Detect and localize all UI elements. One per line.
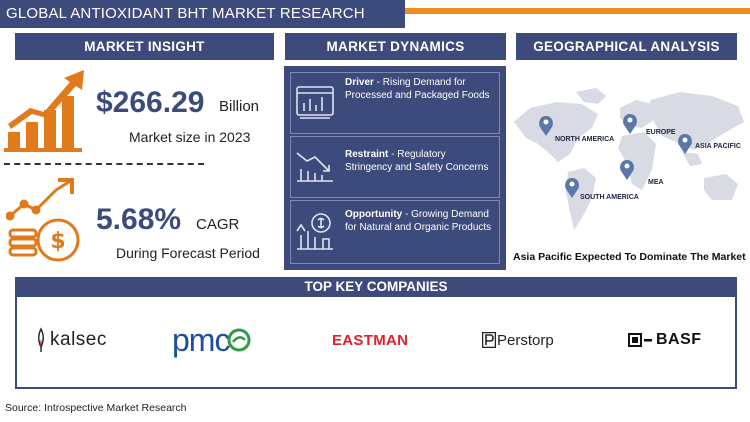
driver-text: Driver - Rising Demand for Processed and… <box>345 77 495 102</box>
top-companies-header: TOP KEY COMPANIES <box>15 277 737 297</box>
opportunity-text: Opportunity - Growing Demand for Natural… <box>345 209 495 234</box>
label-south-america: SOUTH AMERICA <box>580 194 639 201</box>
opportunity-sep: - <box>402 209 412 220</box>
market-dynamics-header: MARKET DYNAMICS <box>285 33 506 60</box>
source-note: Source: Introspective Market Research <box>5 402 187 414</box>
market-size-unit: Billion <box>219 98 260 115</box>
market-dynamics-panel: Driver - Rising Demand for Processed and… <box>284 66 506 270</box>
label-europe: EUROPE <box>646 129 676 136</box>
pin-south-america <box>565 178 579 198</box>
label-north-america: NORTH AMERICA <box>555 136 615 143</box>
pin-north-america <box>539 116 553 136</box>
opportunity-growth-icon <box>296 213 333 250</box>
market-size-value: $266.29 <box>96 86 205 119</box>
driver-label: Driver <box>345 77 374 88</box>
geographical-analysis-header: GEOGRAPHICAL ANALYSIS <box>516 33 737 60</box>
restraint-label: Restraint <box>345 149 389 160</box>
label-asia-pacific: ASIA PACIFIC <box>695 143 741 150</box>
pin-mea <box>620 160 634 180</box>
dollar-coin-stack-icon: $ <box>6 178 80 262</box>
opportunity-label: Opportunity <box>345 209 403 220</box>
report-title: GLOBAL ANTIOXIDANT BHT MARKET RESEARCH R… <box>0 0 405 50</box>
eastman-logo: EASTMAN <box>332 320 408 360</box>
restraint-sep: - <box>388 149 398 160</box>
title-accent-bar <box>405 8 750 14</box>
basf-wordmark: BASF <box>656 331 702 348</box>
pin-asia-pacific <box>678 134 692 154</box>
market-size-caption: Market size in 2023 <box>129 129 251 145</box>
declining-chart-icon <box>296 152 333 182</box>
restraint-item: Restraint - Regulatory Stringency and Sa… <box>290 136 500 198</box>
opportunity-description: Growing Demand for Natural and Organic P… <box>345 209 492 233</box>
driver-item: Driver - Rising Demand for Processed and… <box>290 72 500 134</box>
label-mea: MEA <box>648 179 664 186</box>
market-insight-header: MARKET INSIGHT <box>15 33 274 60</box>
pmc-wordmark: pmc <box>172 321 230 358</box>
kalsec-wordmark: kalsec <box>50 329 107 350</box>
restraint-text: Restraint - Regulatory Stringency and Sa… <box>345 149 495 174</box>
basf-mark-icon <box>628 333 652 347</box>
perstorp-mark-icon <box>482 332 496 348</box>
region-pins <box>539 114 692 198</box>
eastman-wordmark: EASTMAN <box>332 331 409 349</box>
world-map <box>514 88 744 230</box>
browser-chart-icon <box>296 86 334 119</box>
divider <box>4 163 204 165</box>
top-companies-box <box>15 297 737 389</box>
kalsec-logo: kalsec <box>36 320 107 360</box>
restraint-description: Regulatory Stringency and Safety Concern… <box>345 149 489 173</box>
driver-sep: - <box>373 77 383 88</box>
svg-text:$: $ <box>50 229 65 254</box>
basf-logo: BASF <box>628 320 702 360</box>
pmc-logo: pmc <box>172 320 251 360</box>
geo-caption: Asia Pacific Expected To Dominate The Ma… <box>513 251 746 263</box>
perstorp-logo: Perstorp <box>482 320 554 360</box>
cagr-value: 5.68% <box>96 203 182 236</box>
kalsec-mark-icon <box>38 327 44 352</box>
pin-europe <box>623 114 637 134</box>
driver-description: Rising Demand for Processed and Packaged… <box>345 77 490 101</box>
pmc-swirl-icon <box>227 328 251 352</box>
perstorp-wordmark: Perstorp <box>497 331 554 349</box>
growth-chart-icon <box>4 70 84 152</box>
cagr-unit: CAGR <box>196 216 240 233</box>
cagr-caption: During Forecast Period <box>116 245 260 261</box>
opportunity-item: Opportunity - Growing Demand for Natural… <box>290 200 500 264</box>
